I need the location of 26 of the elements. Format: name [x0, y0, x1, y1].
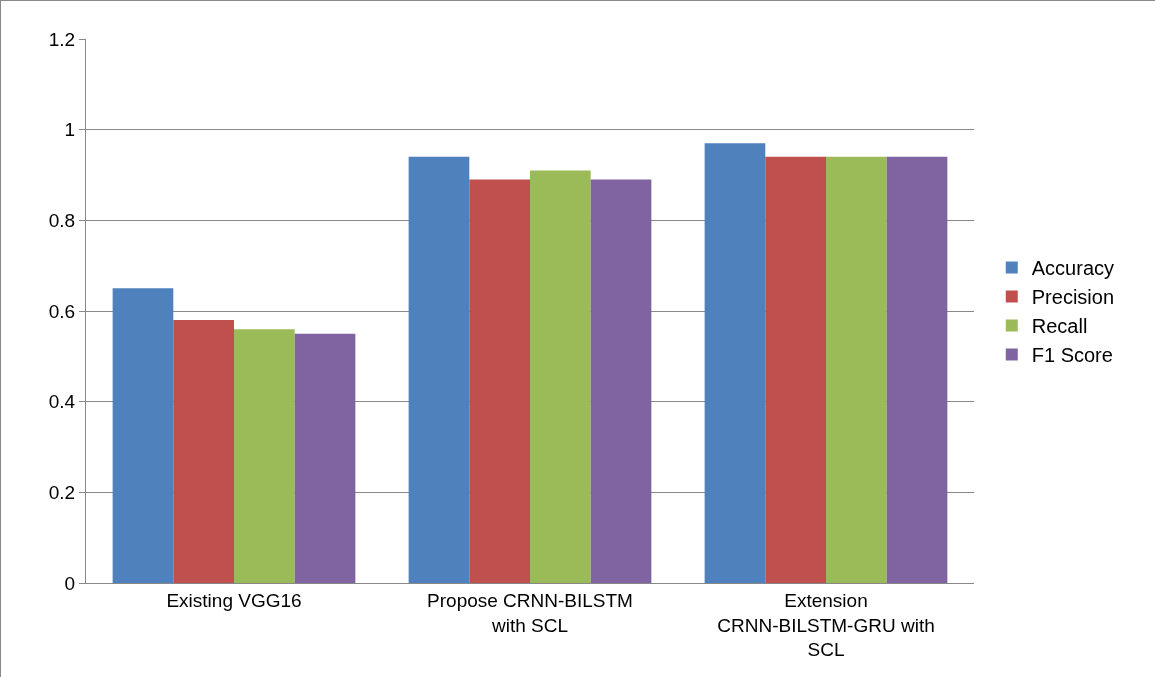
legend-label: F1 Score	[1031, 344, 1113, 367]
bar	[886, 156, 948, 583]
legend-label: Precision	[1031, 286, 1115, 309]
y-tick-label: 0.4	[48, 391, 76, 413]
x-tick-label: Extension CRNN-BILSTM-GRU with SCL	[717, 589, 935, 661]
y-tick-label: 0	[64, 572, 76, 594]
legend-label: Recall	[1031, 315, 1088, 338]
bar	[408, 156, 470, 583]
bar	[173, 320, 234, 583]
y-tick-label: 1.2	[48, 28, 76, 50]
bar	[590, 179, 652, 583]
x-tick-label: Propose CRNN-BILSTM with SCL	[427, 589, 633, 636]
y-tick-label: 0.8	[48, 209, 76, 231]
bar	[469, 179, 530, 583]
y-tick-label: 0.2	[48, 481, 76, 503]
y-tick-label: 0.6	[48, 300, 76, 322]
bar	[826, 156, 887, 583]
x-tick-label: Existing VGG16	[166, 589, 302, 611]
bar	[294, 333, 356, 583]
bar	[234, 329, 295, 583]
bar	[765, 156, 826, 583]
bar	[704, 143, 766, 583]
bar	[530, 170, 591, 583]
legend-label: Accuracy	[1031, 257, 1115, 280]
bar	[112, 288, 174, 583]
y-tick-label: 1	[64, 119, 76, 141]
